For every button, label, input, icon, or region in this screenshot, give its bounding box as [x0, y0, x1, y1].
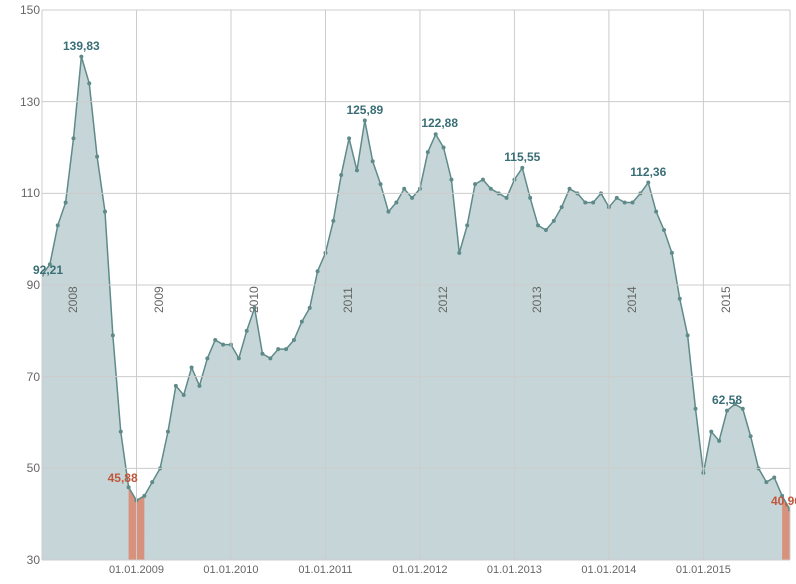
x-axis-tick-label: 01.01.2015	[676, 564, 731, 576]
x-axis-tick-label: 01.01.2013	[487, 564, 542, 576]
value-label: 62,58	[712, 393, 742, 407]
y-axis-tick-label: 70	[2, 370, 40, 384]
x-axis-tick-label: 01.01.2009	[109, 564, 164, 576]
value-label: 139,83	[63, 39, 100, 53]
value-label: 122,88	[421, 116, 458, 130]
x-axis-tick-label: 01.01.2010	[203, 564, 258, 576]
year-marker-label: 2011	[341, 287, 355, 313]
year-marker-label: 2015	[719, 286, 733, 313]
y-axis-tick-label: 130	[2, 95, 40, 109]
value-label: 45,88	[108, 471, 138, 485]
x-axis-tick-label: 01.01.2011	[298, 564, 352, 576]
value-label: 115,55	[504, 150, 540, 164]
x-axis-tick-label: 01.01.2012	[392, 564, 447, 576]
y-axis-tick-label: 50	[2, 461, 40, 475]
chart-svg	[0, 0, 796, 584]
x-axis-tick-label: 01.01.2014	[581, 564, 636, 576]
value-label: 92,21	[33, 263, 63, 277]
value-label: 125,89	[346, 103, 383, 117]
year-marker-label: 2012	[436, 286, 450, 313]
year-marker-label: 2010	[247, 286, 261, 313]
y-axis-tick-label: 110	[2, 186, 40, 200]
price-chart: 30 50 70 90 110 130 150 01.01.2009 01.01.2010 01.…	[0, 0, 796, 584]
year-marker-label: 2008	[66, 286, 80, 313]
value-label: 112,36	[630, 165, 666, 179]
year-marker-label: 2014	[625, 286, 639, 313]
year-marker-label: 2009	[152, 286, 166, 313]
value-label: 40,96	[771, 494, 796, 508]
y-axis-tick-label: 90	[2, 278, 40, 292]
y-axis-tick-label: 30	[2, 553, 40, 567]
year-marker-label: 2013	[530, 286, 544, 313]
y-axis-tick-label: 150	[2, 3, 40, 17]
